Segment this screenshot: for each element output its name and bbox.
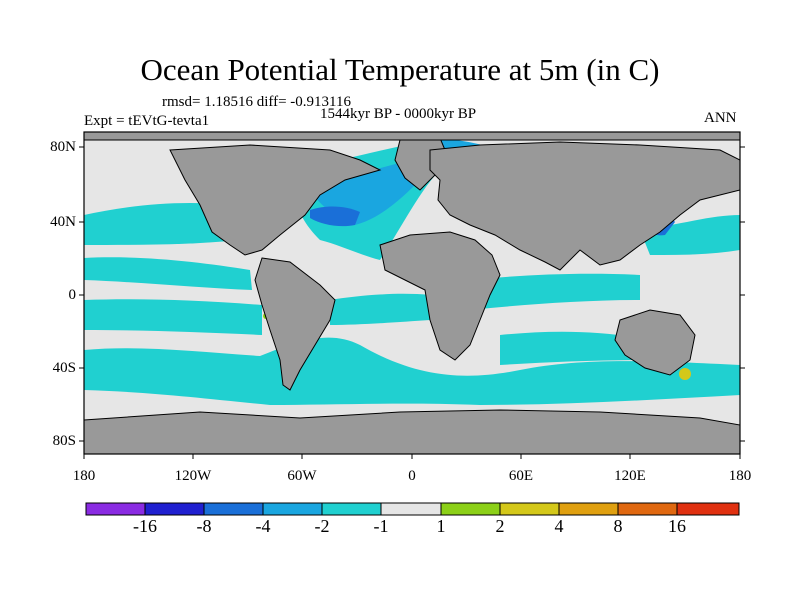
colorbar-swatch-6 <box>380 502 442 516</box>
colorbar <box>85 502 740 516</box>
colorbar-label: -2 <box>314 516 330 536</box>
arctic-top-land <box>83 131 741 141</box>
lat-label-80s: 80S <box>52 433 76 449</box>
lat-label-40s: 40S <box>52 360 76 376</box>
colorbar-label: 2 <box>495 516 505 536</box>
period-label: 1544kyr BP - 0000kyr BP <box>320 106 477 122</box>
axis-ticks <box>79 146 745 459</box>
africa-land <box>379 231 501 361</box>
west-pacific-cyan-band <box>640 215 740 255</box>
indian-ocean-cyan-band <box>470 273 640 310</box>
south-pacific-cyan-band <box>84 299 262 335</box>
south-america-land <box>254 257 336 391</box>
colorbar-label: 8 <box>613 516 623 536</box>
gulf-stream-dark-blue <box>310 206 360 227</box>
colorbar-swatch-5 <box>321 502 382 516</box>
equatorial-pacific-cyan-band <box>84 257 252 290</box>
colorbar-label: -4 <box>255 516 271 536</box>
eurasia-land <box>429 141 741 271</box>
map-title: Ocean Potential Temperature at 5m (in C) <box>140 52 660 87</box>
lon-label-120w: 120W <box>174 468 212 484</box>
lon-label-0: 0 <box>408 468 416 484</box>
north-america-land <box>169 144 382 256</box>
lat-label-80n: 80N <box>50 139 76 155</box>
lon-label-60e: 60E <box>508 468 534 484</box>
stats-label: rmsd= 1.18516 diff= -0.913116 <box>162 94 351 110</box>
colorbar-label: 4 <box>554 516 564 536</box>
colorbar-swatch-11 <box>676 502 740 516</box>
lat-label-40n: 40N <box>50 214 76 230</box>
colorbar-label: -1 <box>373 516 389 536</box>
season-label: ANN <box>704 110 737 126</box>
colorbar-swatch-3 <box>203 502 264 516</box>
colorbar-label: 16 <box>668 516 686 536</box>
lon-label-180w: 180 <box>72 468 96 484</box>
south-indian-cyan-band <box>500 331 650 365</box>
north-pacific-cyan-band <box>84 203 240 245</box>
lat-label-0: 0 <box>68 287 77 303</box>
colorbar-swatch-8 <box>499 502 560 516</box>
lon-label-120e: 120E <box>614 468 646 484</box>
colorbar-swatch-4 <box>262 502 323 516</box>
colorbar-swatch-10 <box>617 502 678 516</box>
southern-ocean-cyan-band <box>84 337 740 405</box>
antarctica-land <box>83 409 741 455</box>
equatorial-atlantic-cyan-band <box>330 293 430 325</box>
tasmania-warm-spot <box>679 368 691 380</box>
colorbar-swatch-9 <box>558 502 619 516</box>
colorbar-label: -8 <box>196 516 212 536</box>
land-masses <box>83 131 741 455</box>
australia-land <box>614 309 696 376</box>
colorbar-label: 1 <box>436 516 446 536</box>
colorbar-label: -16 <box>133 516 157 536</box>
colorbar-swatch-2 <box>144 502 205 516</box>
colorbar-swatch-7 <box>440 502 501 516</box>
experiment-label: Expt = tEVtG-tevta1 <box>84 113 210 129</box>
lon-label-60w: 60W <box>287 468 317 484</box>
colorbar-swatch-1 <box>85 502 146 516</box>
lon-label-180e: 180 <box>728 468 752 484</box>
